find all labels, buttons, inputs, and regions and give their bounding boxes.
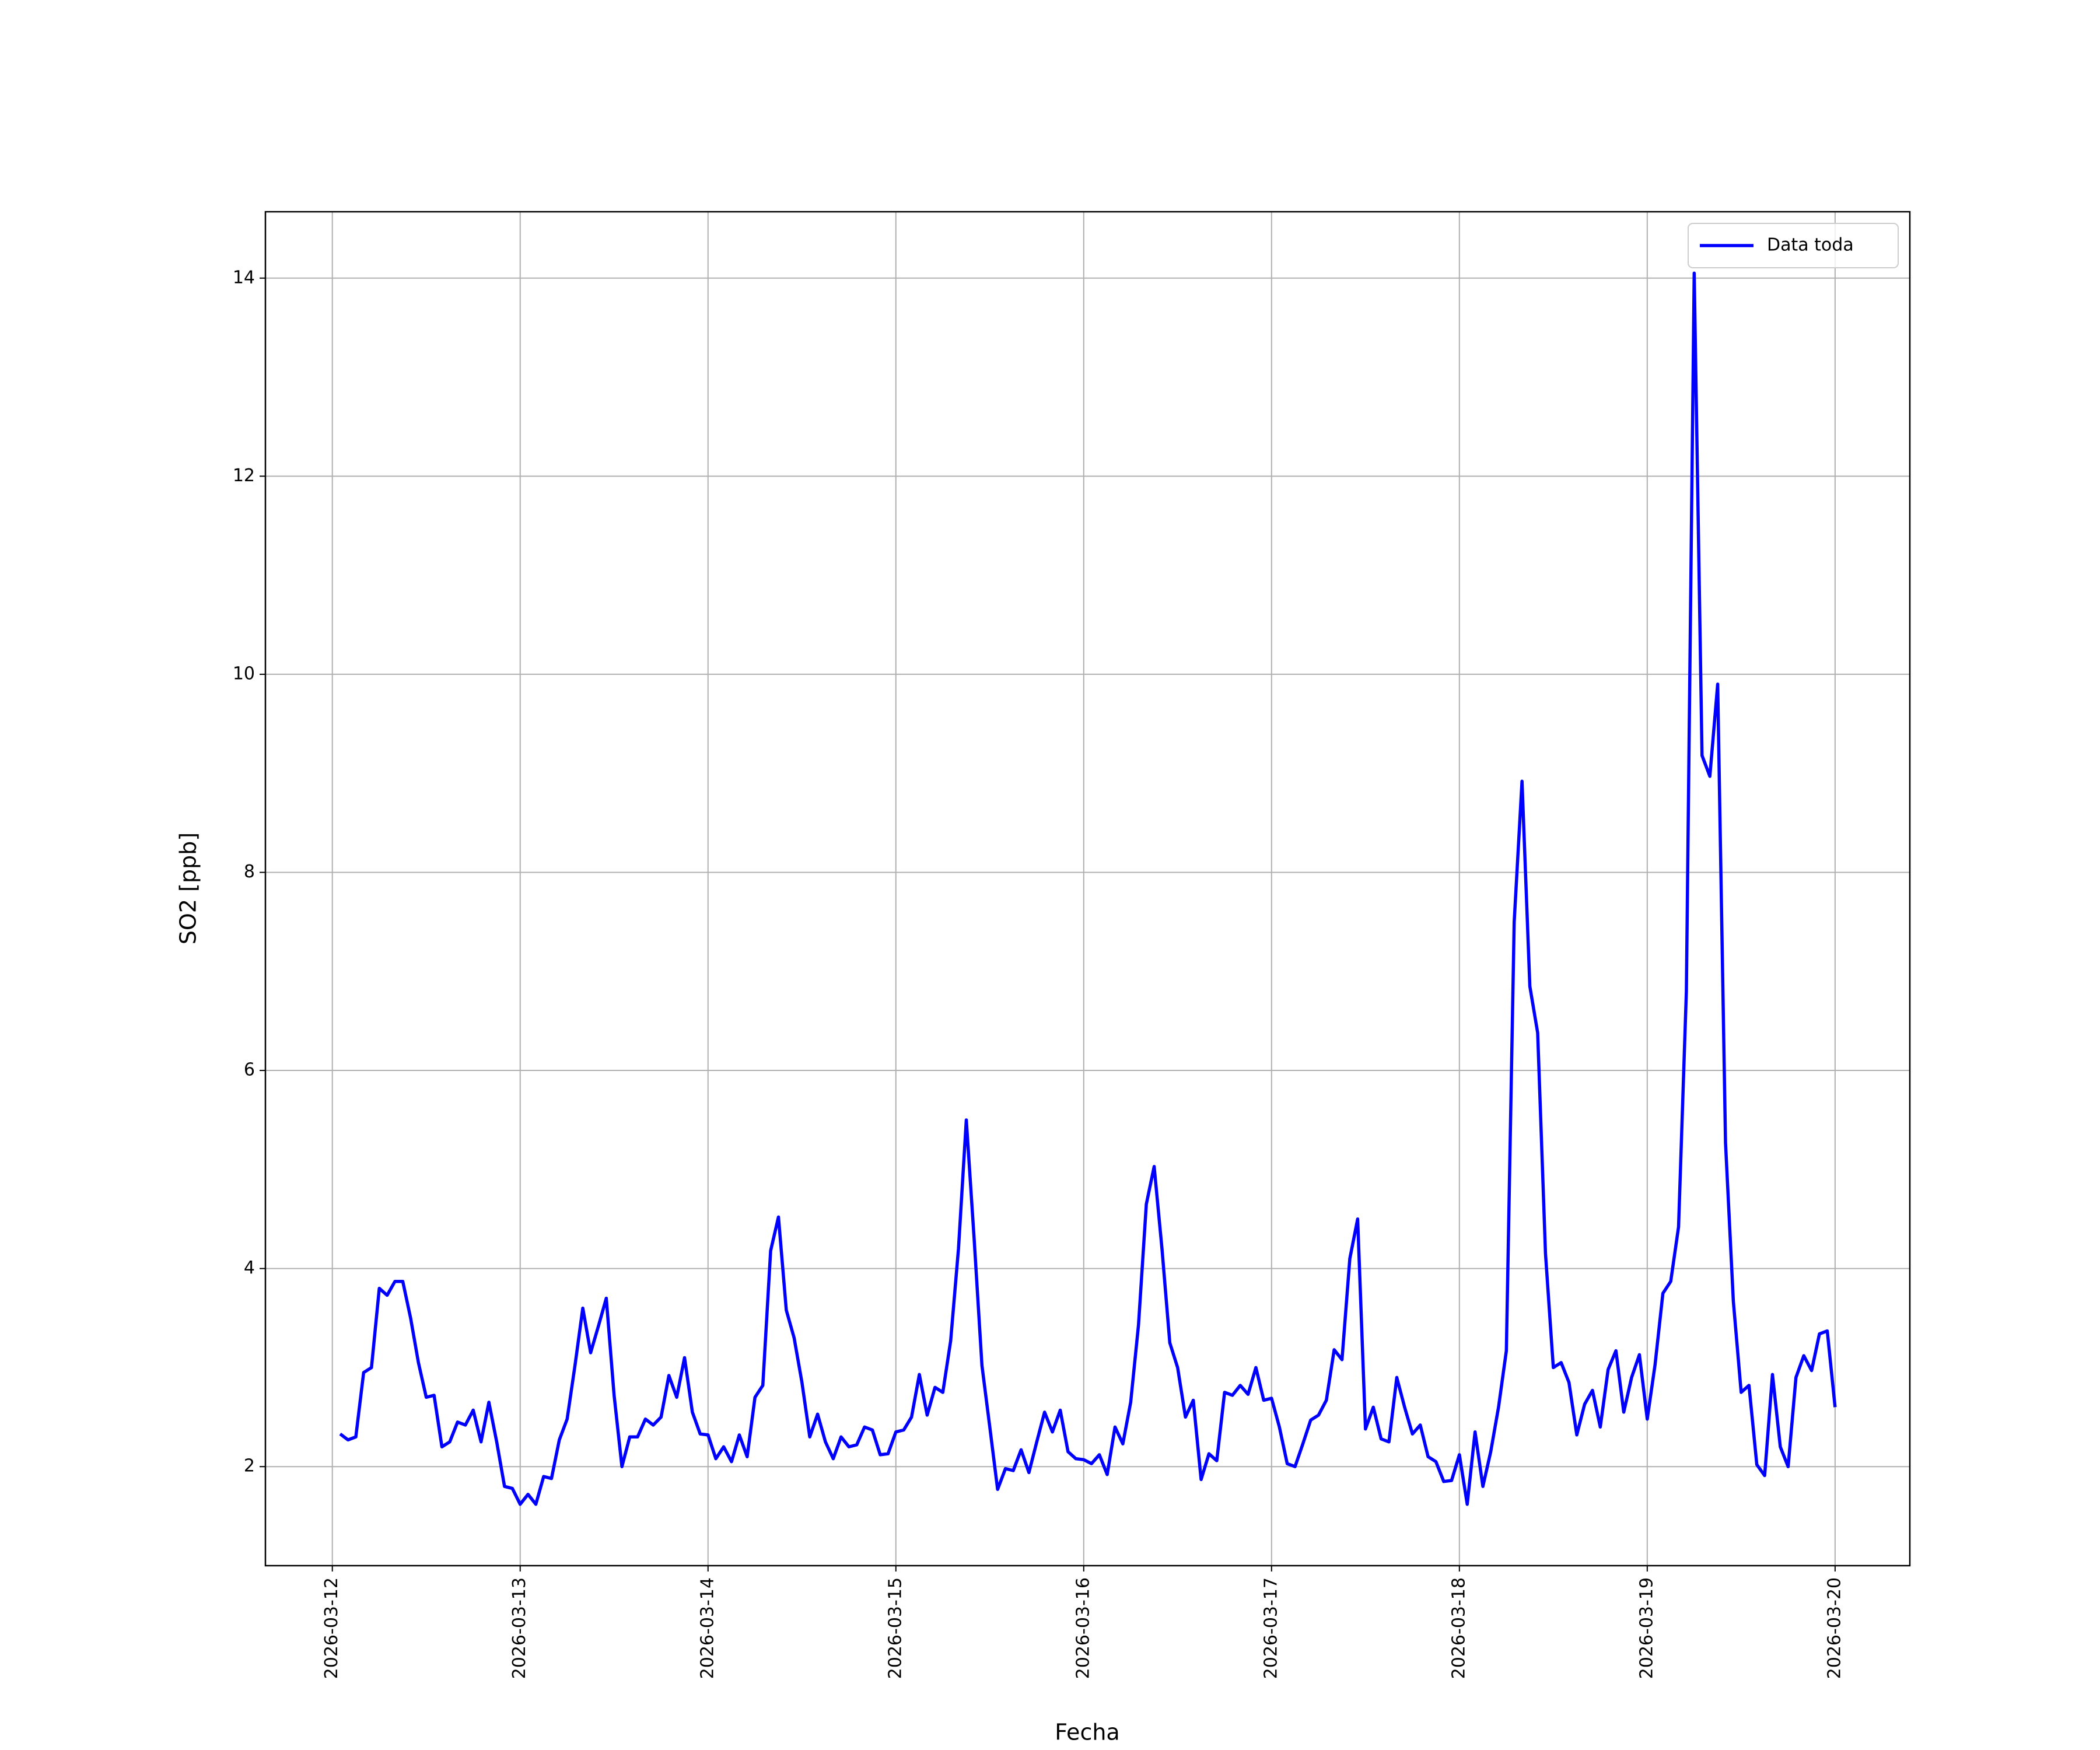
- x-axis-label: Fecha: [1055, 1720, 1119, 1745]
- axes-frame: [264, 211, 1911, 1567]
- x-tick-label: 2026-03-19: [1636, 1577, 1657, 1679]
- x-tick-label: 2026-03-14: [697, 1577, 718, 1679]
- x-tick-label: 2026-03-16: [1073, 1577, 1093, 1679]
- x-tick-label: 2026-03-17: [1261, 1577, 1281, 1679]
- x-tick-label: 2026-03-12: [321, 1577, 342, 1679]
- legend-label: Data toda: [1767, 235, 1854, 256]
- x-tick-label: 2026-03-15: [885, 1577, 905, 1679]
- x-tick-label: 2026-03-13: [509, 1577, 530, 1679]
- y-tick-label: 4: [244, 1258, 255, 1278]
- legend: Data toda: [1688, 223, 1899, 268]
- y-tick-label: 8: [244, 862, 255, 882]
- y-tick-label: 14: [233, 267, 255, 288]
- data-line: [339, 271, 1837, 1506]
- y-axis-label: SO2 [ppb]: [176, 832, 201, 944]
- y-tick-label: 2: [244, 1456, 255, 1476]
- legend-box: [1688, 223, 1899, 268]
- x-tick-label: 2026-03-18: [1448, 1577, 1469, 1679]
- y-tick-label: 10: [233, 663, 255, 684]
- y-tick-label: 12: [233, 466, 255, 486]
- y-tick-label: 6: [244, 1060, 255, 1080]
- x-tick-label: 2026-03-20: [1824, 1577, 1845, 1679]
